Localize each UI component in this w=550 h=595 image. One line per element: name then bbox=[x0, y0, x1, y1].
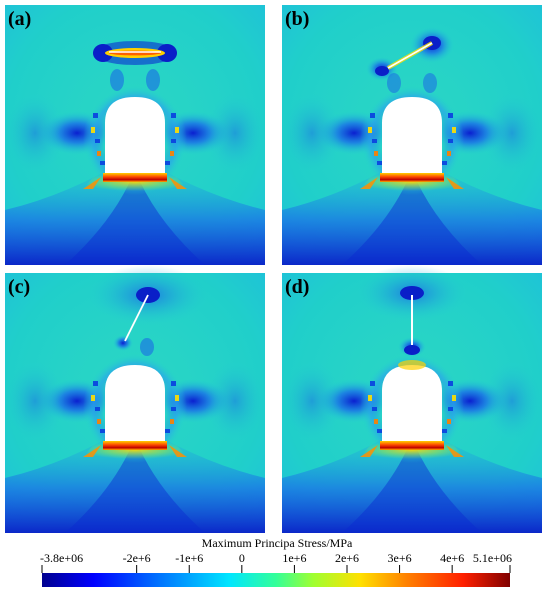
colorbar-tick-label: -2e+6 bbox=[123, 551, 151, 565]
colorbar bbox=[42, 573, 510, 587]
panel-label-d: (d) bbox=[285, 276, 309, 298]
colorbar-title: Maximum Principa Stress/MPa bbox=[202, 536, 353, 550]
colorbar-tick-label: -3.8e+06 bbox=[40, 551, 83, 565]
crack-c bbox=[124, 294, 149, 342]
colorbar-tick-label: 2e+6 bbox=[335, 551, 359, 565]
panel-label-b: (b) bbox=[285, 8, 309, 30]
colorbar-tick-label: 0 bbox=[239, 551, 245, 565]
colorbar-tick-label: 1e+6 bbox=[282, 551, 306, 565]
colorbar-tick-label: 4e+6 bbox=[440, 551, 464, 565]
panel-label-c: (c) bbox=[8, 276, 30, 298]
panel-d bbox=[282, 265, 542, 533]
panel-b bbox=[282, 5, 542, 265]
panel-label-a: (a) bbox=[8, 8, 31, 30]
colorbar-tick-label: 3e+6 bbox=[388, 551, 412, 565]
crack-b bbox=[387, 42, 433, 69]
colorbar-tick-label: -1e+6 bbox=[175, 551, 203, 565]
panel-a bbox=[5, 5, 265, 265]
panel-c bbox=[5, 265, 265, 533]
colorbar-tick-label: 5.1e+06 bbox=[473, 551, 512, 565]
colorbar-ticks: -3.8e+06 -2e+6 -1e+6 0 1e+6 2e+6 3e+6 4e+6 5.1e+… bbox=[40, 551, 512, 573]
